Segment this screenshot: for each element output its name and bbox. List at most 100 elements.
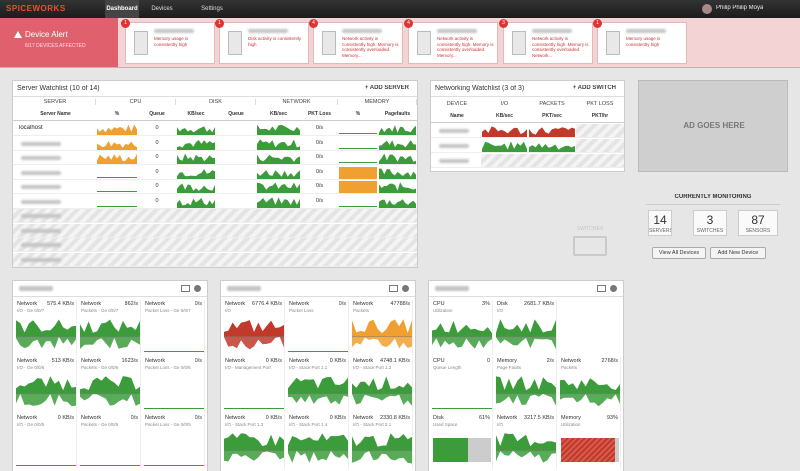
hatch xyxy=(576,139,624,152)
sparkline xyxy=(352,319,412,349)
metric-title: CPU xyxy=(433,301,445,307)
metric-subtitle: Packets - Ge 0/0/5 xyxy=(81,422,119,427)
column-header: Name xyxy=(450,113,464,119)
sparkline-part xyxy=(352,393,412,406)
alert-card[interactable]: Network activity is consistently high. M… xyxy=(503,22,593,64)
sparkline-part xyxy=(432,336,492,349)
alert-card[interactable]: Network activity is consistently high. M… xyxy=(408,22,498,64)
table-row xyxy=(431,154,624,168)
sparkline-part xyxy=(496,376,556,394)
metric-cell: Network 0/s Packet Loss - Ge 0/0/7 xyxy=(143,300,205,355)
metric-value: 0/s xyxy=(338,301,346,307)
gear-icon[interactable] xyxy=(194,285,201,292)
sparkline xyxy=(339,162,377,163)
table-row xyxy=(431,139,624,153)
add-switch[interactable]: + ADD SWITCH xyxy=(572,85,616,91)
pkt-loss: 0/s xyxy=(315,139,324,146)
metric-title: CPU xyxy=(433,358,445,364)
sparkline xyxy=(339,147,377,149)
divider xyxy=(13,296,207,297)
server-icon xyxy=(417,31,431,55)
cpu-queue: 0 xyxy=(155,125,159,131)
nav-tab[interactable]: Devices xyxy=(151,6,173,12)
metric-subtitle: Packets - Ge 0/0/6 xyxy=(81,365,119,370)
avatar xyxy=(702,4,712,14)
switch-icon xyxy=(573,236,607,256)
metric-title: Network xyxy=(353,415,374,421)
add-server[interactable]: + ADD SERVER xyxy=(364,85,409,91)
sparkline xyxy=(379,153,416,164)
alert-card[interactable]: Network activity is consistently high. M… xyxy=(313,22,403,64)
table-row: 0 0/s xyxy=(13,137,417,151)
metric-cell: Network 513 KB/s I/O - Ge 0/0/6 xyxy=(15,357,77,412)
user-name[interactable]: Philip Philip Moya xyxy=(716,5,764,11)
column-header: Queue xyxy=(149,111,165,117)
metric-cell: Network 0 KB/s I/O - Stack Port 1.1 xyxy=(287,357,349,412)
metric-value: 3217.5 KB/s xyxy=(524,415,554,421)
metric-subtitle: I/O - Stack Port 1.1 xyxy=(289,365,328,370)
pkt-loss: 0/s xyxy=(315,125,324,131)
sparkline-part xyxy=(224,433,284,451)
alert-badge: 1 xyxy=(593,19,602,28)
metric-title: Network xyxy=(145,358,166,364)
sparkline xyxy=(288,433,348,463)
alert-card[interactable]: Memory usage is consistently high xyxy=(125,22,215,64)
blurred-name xyxy=(532,29,572,33)
metric-value: 0/s xyxy=(194,358,202,364)
blurred-name xyxy=(439,144,469,148)
nav-tab[interactable]: Dashboard xyxy=(105,0,139,18)
metric-subtitle: I/O - Stack Port 1.2 xyxy=(353,365,392,370)
metric-title: Network xyxy=(561,358,582,364)
gear-icon[interactable] xyxy=(402,285,409,292)
column-header: % xyxy=(114,111,120,117)
button[interactable]: View All Devices xyxy=(652,247,706,259)
blurred-name xyxy=(21,156,61,160)
stat-value: 87 xyxy=(751,213,765,227)
gear-icon[interactable] xyxy=(610,285,617,292)
alert-card[interactable]: Disk activity is consistently high xyxy=(219,22,309,64)
alert-badge: 1 xyxy=(215,19,224,28)
metric-cell: Network 1623/s Packets - Ge 0/0/6 xyxy=(79,357,141,412)
table-row xyxy=(13,223,417,238)
sparkline-part xyxy=(16,376,76,394)
metric-value: 0 KB/s xyxy=(265,415,282,421)
blurred-name xyxy=(342,29,382,33)
metric-cell: Network 0/s Packets - Ge 0/0/5 xyxy=(79,414,141,469)
monitor-icon[interactable] xyxy=(181,285,190,292)
sparkline xyxy=(177,153,215,164)
metric-value: 0/s xyxy=(194,415,202,421)
group-header: PACKETS xyxy=(539,101,565,107)
metric-value: 61% xyxy=(478,415,490,421)
network-watchlist: Networking Watchlist (3 of 3) + ADD SWITC… xyxy=(430,80,625,172)
sparkline xyxy=(257,154,300,164)
table-row: localhost 0 0/s xyxy=(13,122,417,136)
server-icon xyxy=(228,31,242,55)
sparkline xyxy=(339,166,377,179)
metric-cell: CPU 3% Utilization xyxy=(431,300,493,355)
metric-subtitle: Queue Length xyxy=(433,365,462,370)
sparkline-part xyxy=(339,166,377,179)
nav-tab[interactable]: Settings xyxy=(201,6,223,12)
monitor-icon[interactable] xyxy=(389,285,398,292)
metric-title: Disk xyxy=(433,415,444,421)
sparkline xyxy=(529,143,575,152)
metric-value: 0 KB/s xyxy=(265,358,282,364)
metric-subtitle: I/O xyxy=(225,308,232,313)
sparkline-part xyxy=(288,433,348,451)
metric-subtitle: Packets xyxy=(561,365,578,370)
metric-cell: Network 0 KB/s I/O - Ge 0/0/5 xyxy=(15,414,77,469)
metric-subtitle: I/O - Stack Port 1.4 xyxy=(289,422,328,427)
alert-card[interactable]: Memory usage is consistently high xyxy=(597,22,687,64)
sparkline-part xyxy=(379,125,416,135)
sparkline-part xyxy=(177,197,215,208)
column-header: KB/sec xyxy=(270,111,287,117)
blurred-name xyxy=(21,185,61,189)
sparkline-part xyxy=(257,138,300,150)
monitor-icon[interactable] xyxy=(597,285,606,292)
sparkline-part xyxy=(224,320,284,337)
sparkline-part xyxy=(339,181,377,193)
blurred-name xyxy=(21,141,61,146)
button[interactable]: Add New Device xyxy=(710,247,766,259)
metric-cell: Network 4748.1 KB/s I/O - Stack Port 1.2 xyxy=(351,357,413,412)
metric-value: 575.4 KB/s xyxy=(47,301,74,307)
